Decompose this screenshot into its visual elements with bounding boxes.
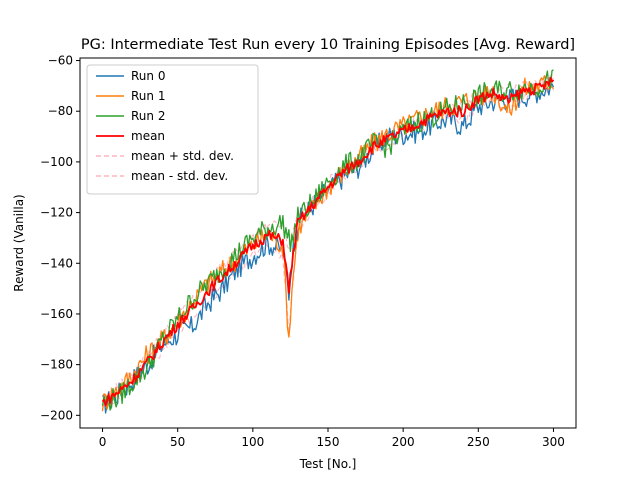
series-line-run-2 bbox=[101, 69, 554, 411]
legend-label: Run 0 bbox=[131, 69, 165, 83]
plot-lines bbox=[101, 69, 555, 414]
x-tick-label: 300 bbox=[542, 435, 565, 449]
chart-legend: Run 0 Run 1 Run 2 mean mean + std. dev. mean … bbox=[86, 64, 259, 195]
x-tick-label: 50 bbox=[170, 435, 185, 449]
y-tick-label: −160 bbox=[40, 307, 73, 321]
y-tick-label: −200 bbox=[40, 408, 73, 422]
x-axis-label: Test [No.] bbox=[299, 457, 357, 471]
legend-label: mean - std. dev. bbox=[131, 169, 228, 183]
y-tick-label: −80 bbox=[48, 104, 73, 118]
y-tick-label: −140 bbox=[40, 256, 73, 270]
y-tick-label: −120 bbox=[40, 206, 73, 220]
legend-label: Run 2 bbox=[131, 109, 165, 123]
y-axis: −200 −180 −160 −140 −120 −100 −80 −60 bbox=[40, 54, 80, 422]
y-tick-label: −180 bbox=[40, 358, 73, 372]
legend-box bbox=[86, 64, 259, 195]
x-tick-label: 100 bbox=[241, 435, 264, 449]
x-axis: 0 50 100 150 200 250 300 bbox=[99, 428, 565, 449]
x-tick-label: 250 bbox=[467, 435, 490, 449]
y-tick-label: −60 bbox=[48, 54, 73, 68]
x-tick-label: 150 bbox=[317, 435, 340, 449]
x-tick-label: 0 bbox=[99, 435, 107, 449]
legend-label: mean bbox=[131, 129, 165, 143]
y-axis-label: Reward (Vanilla) bbox=[12, 194, 26, 291]
x-tick-label: 200 bbox=[392, 435, 415, 449]
y-tick-label: −100 bbox=[40, 155, 73, 169]
legend-label: Run 1 bbox=[131, 89, 165, 103]
series-line-mean bbox=[101, 76, 555, 407]
chart-title: PG: Intermediate Test Run every 10 Train… bbox=[81, 37, 575, 53]
legend-label: mean + std. dev. bbox=[131, 149, 234, 163]
